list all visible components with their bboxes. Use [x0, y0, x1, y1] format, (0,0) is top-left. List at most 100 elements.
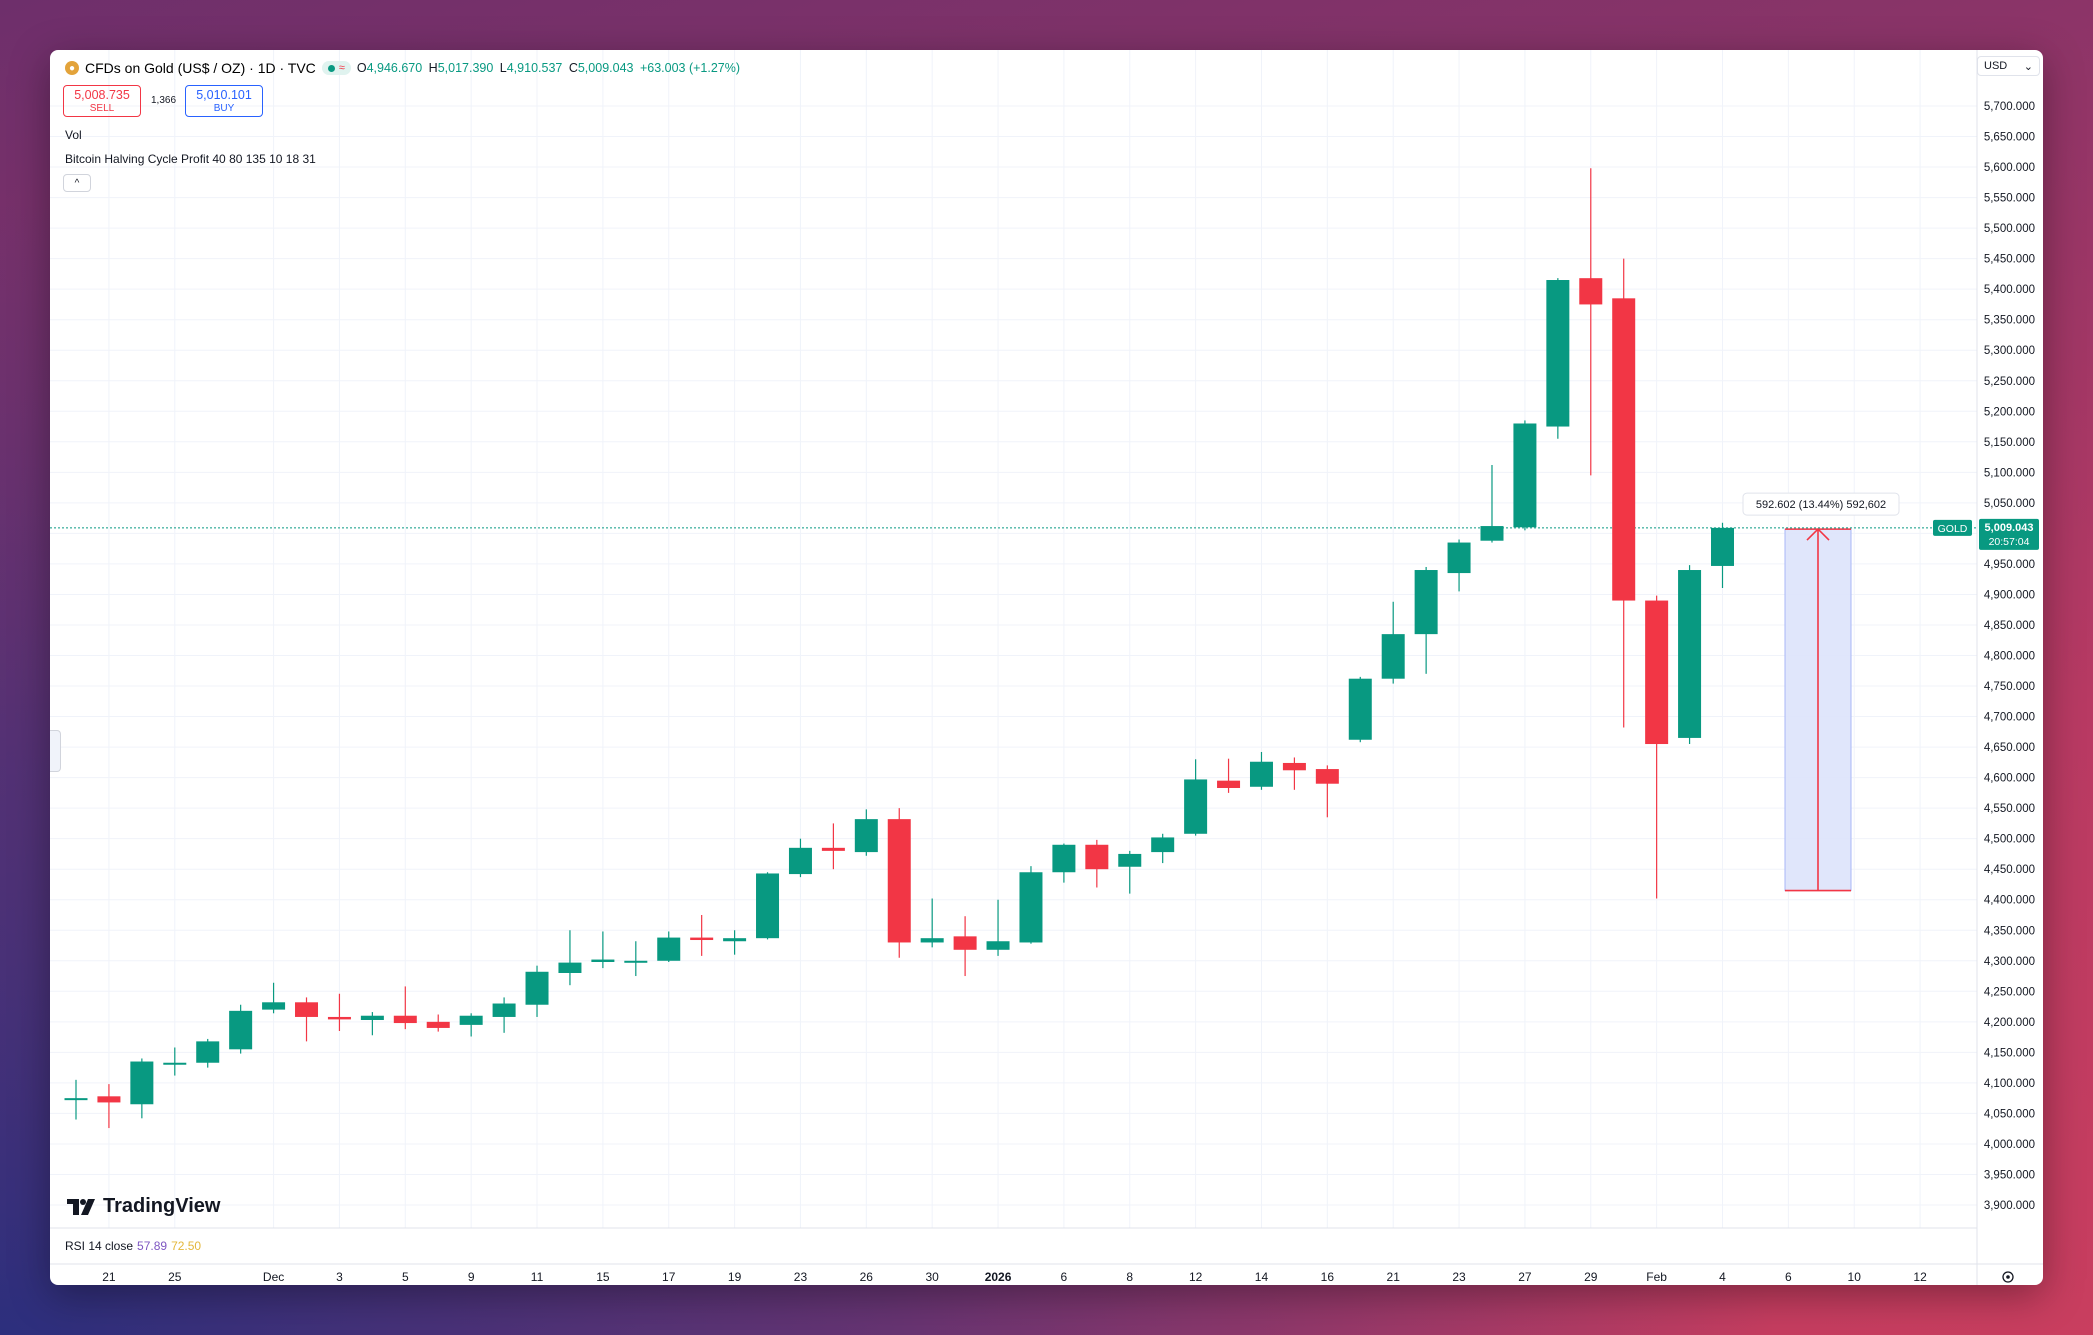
candle — [393, 986, 417, 1030]
x-tick-label: 17 — [662, 1270, 676, 1284]
candle — [1513, 420, 1537, 531]
candle — [854, 809, 878, 856]
x-tick-label: 11 — [531, 1270, 544, 1284]
candle — [1678, 565, 1702, 745]
y-tick-label: 5,500.000 — [1984, 223, 2035, 235]
y-tick-label: 4,200.000 — [1984, 1017, 2035, 1029]
x-tick-label: 27 — [1518, 1270, 1532, 1284]
candle — [690, 914, 714, 956]
candle — [1118, 850, 1142, 894]
candle — [1151, 833, 1175, 864]
buy-price: 5,010.101 — [196, 88, 252, 102]
candle — [262, 982, 286, 1014]
close-value: 5,009.043 — [577, 61, 634, 75]
currency-select[interactable]: USD ⌄ — [1977, 56, 2040, 76]
measure-label: 592.602 (13.44%) 592,602 — [1756, 499, 1886, 511]
candle — [525, 965, 549, 1017]
x-tick-label: 14 — [1255, 1270, 1269, 1284]
x-tick-label: 12 — [1913, 1270, 1927, 1284]
last-price-tag — [1979, 518, 2039, 550]
collapse-legend-button[interactable]: ^ — [63, 174, 91, 192]
y-tick-label: 5,650.000 — [1984, 132, 2035, 144]
chart-window: 592.602 (13.44%) 592,602 5,700.000 5,650.… — [50, 50, 2043, 1285]
symbol-legend[interactable]: ● CFDs on Gold (US$ / OZ) · 1D · TVC ≈ O… — [65, 58, 740, 78]
rsi-indicator-label[interactable]: RSI 14 close 57.89 72.50 — [65, 1239, 202, 1253]
candle — [1019, 866, 1043, 944]
ohlc-values: O4,946.670 H5,017.390 L4,910.537 C5,009.… — [356, 61, 741, 75]
candle — [492, 997, 516, 1033]
wave-icon: ≈ — [338, 62, 345, 74]
indicator-label[interactable]: Bitcoin Halving Cycle Profit 40 80 135 1… — [65, 152, 316, 166]
sell-label: SELL — [89, 103, 115, 114]
candle — [887, 808, 911, 958]
candle — [788, 838, 812, 878]
y-tick-label: 4,250.000 — [1984, 986, 2035, 998]
candle — [1381, 601, 1405, 684]
candle — [1249, 751, 1273, 790]
symbol-price-tag — [1933, 519, 1972, 536]
last-price-tag-value: 5,009.043 — [1985, 522, 2034, 534]
candle — [1184, 759, 1208, 836]
x-tick-label: 12 — [1189, 1270, 1203, 1284]
candle — [558, 930, 582, 986]
candle — [591, 931, 615, 969]
x-tick-label: 30 — [926, 1270, 940, 1284]
x-tick-label: Feb — [1646, 1270, 1667, 1284]
candle — [723, 930, 747, 955]
y-tick-label: 4,150.000 — [1984, 1047, 2035, 1059]
y-tick-label: 4,900.000 — [1984, 589, 2035, 601]
x-tick-label: 6 — [1061, 1270, 1068, 1284]
candle — [229, 1004, 253, 1054]
x-tick-label: 16 — [1321, 1270, 1335, 1284]
candle — [756, 872, 780, 940]
x-tick-label: 29 — [1584, 1270, 1598, 1284]
spread-value: 1,366 — [151, 95, 177, 106]
y-tick-label: 4,850.000 — [1984, 620, 2035, 632]
y-tick-label: 4,800.000 — [1984, 651, 2035, 663]
y-tick-label: 3,950.000 — [1984, 1169, 2035, 1181]
symbol-title[interactable]: CFDs on Gold (US$ / OZ) · 1D · TVC — [85, 60, 316, 76]
volume-indicator-label[interactable]: Vol — [65, 128, 82, 142]
price-chart[interactable]: 592.602 (13.44%) 592,602 5,700.000 5,650.… — [50, 50, 2043, 1285]
y-tick-label: 5,100.000 — [1984, 467, 2035, 479]
y-tick-label: 3,900.000 — [1984, 1200, 2035, 1212]
candle — [426, 1014, 450, 1032]
x-tick-label: 3 — [336, 1270, 343, 1284]
y-tick-label: 4,450.000 — [1984, 864, 2035, 876]
x-tick-label: 23 — [794, 1270, 808, 1284]
candle — [459, 1013, 483, 1037]
candle — [1052, 843, 1076, 883]
y-tick-label: 5,300.000 — [1984, 345, 2035, 357]
y-tick-label: 5,450.000 — [1984, 254, 2035, 266]
buy-button[interactable]: 5,010.101 BUY — [185, 85, 263, 117]
candle — [953, 916, 977, 977]
y-tick-label: 4,650.000 — [1984, 742, 2035, 754]
tradingview-logo[interactable]: TradingView — [67, 1195, 220, 1218]
drawing-toolbar-handle[interactable] — [50, 730, 61, 772]
measure-label-box — [1742, 492, 1900, 516]
candle — [1348, 676, 1372, 743]
candle — [1546, 278, 1570, 439]
candle — [1711, 522, 1734, 589]
candle — [327, 993, 351, 1031]
candle — [920, 898, 944, 948]
y-tick-label: 4,700.000 — [1984, 712, 2035, 724]
chevron-down-icon: ⌄ — [2023, 60, 2033, 73]
x-tick-label: Dec — [263, 1270, 284, 1284]
y-tick-label: 4,950.000 — [1984, 559, 2035, 571]
x-tick-label: 6 — [1785, 1270, 1792, 1284]
sell-button[interactable]: 5,008.735 SELL — [63, 85, 141, 117]
x-tick-label: 9 — [468, 1270, 475, 1284]
y-tick-label: 5,700.000 — [1984, 101, 2035, 113]
sell-price: 5,008.735 — [74, 88, 130, 102]
candle — [986, 899, 1010, 956]
x-tick-label: 8 — [1126, 1270, 1133, 1284]
gold-coin-icon: ● — [65, 61, 79, 75]
x-tick-label: 2026 — [985, 1270, 1012, 1284]
chevron-up-icon: ^ — [74, 177, 80, 189]
market-status-pill[interactable]: ≈ — [321, 61, 351, 75]
high-value: 5,017.390 — [437, 61, 494, 75]
candle — [624, 941, 648, 977]
candle — [97, 1084, 121, 1129]
buy-label: BUY — [213, 103, 235, 114]
